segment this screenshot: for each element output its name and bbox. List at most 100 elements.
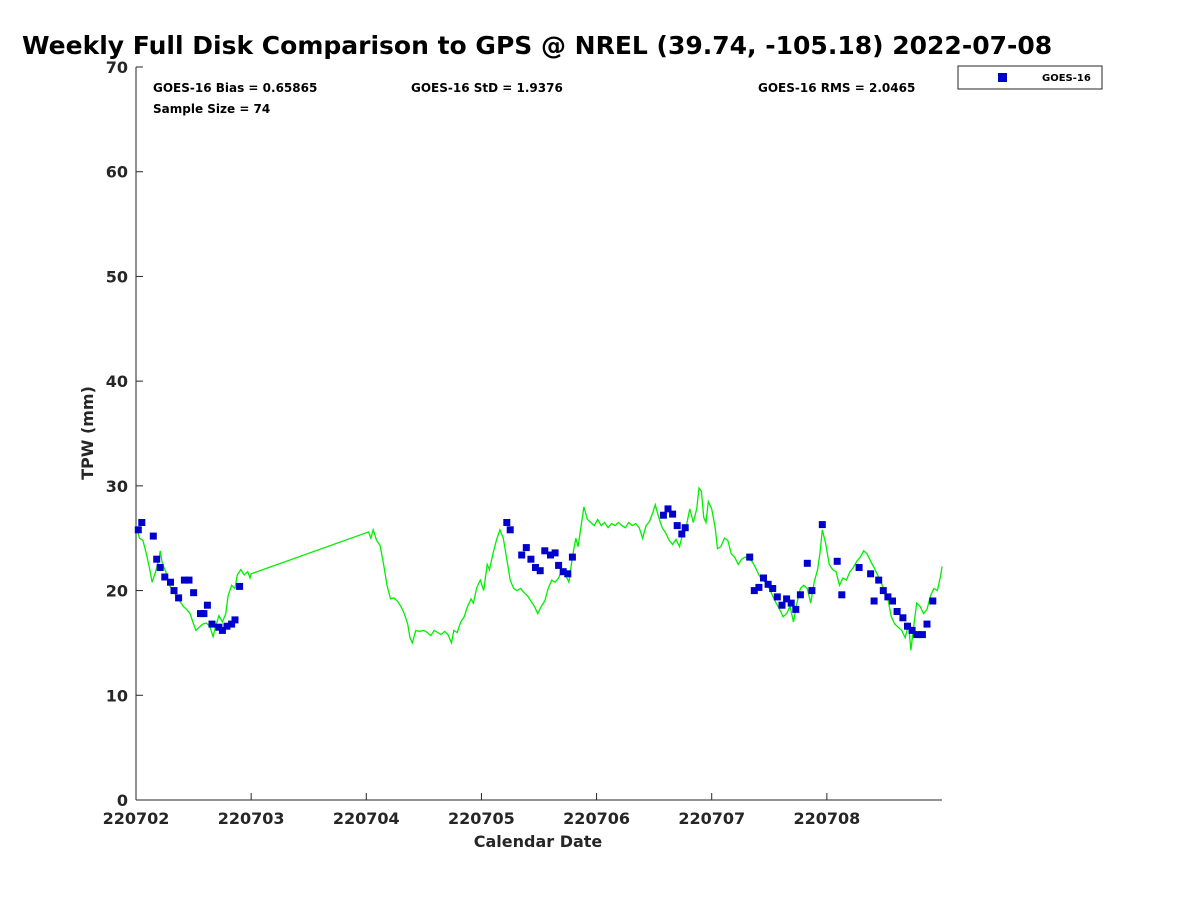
stat-sample-size: Sample Size = 74 — [153, 102, 270, 116]
y-axis-label: TPW (mm) — [78, 386, 97, 480]
goes-point — [555, 561, 563, 569]
goes-point — [190, 589, 198, 597]
goes-point — [223, 622, 231, 630]
goes-point — [156, 564, 164, 571]
y-tick-label: 50 — [106, 267, 128, 286]
goes-point — [522, 544, 530, 552]
goes-point — [899, 614, 907, 622]
goes-point — [231, 616, 239, 624]
y-tick-label: 70 — [106, 58, 128, 77]
goes-point — [659, 511, 667, 519]
x-tick-label: 220704 — [333, 809, 400, 828]
chart-title: Weekly Full Disk Comparison to GPS @ NRE… — [22, 31, 1052, 60]
x-ticks: 220702 220703 220704 220705 220706 220707 2207… — [103, 793, 860, 828]
x-tick-label: 220703 — [218, 809, 285, 828]
goes-point — [564, 570, 572, 578]
goes-point — [918, 631, 926, 639]
goes-series — [134, 505, 937, 639]
y-tick-label: 0 — [117, 791, 128, 810]
goes-point — [559, 568, 567, 576]
goes-point — [913, 631, 921, 639]
goes-point — [783, 595, 791, 603]
x-tick-label: 220708 — [793, 809, 860, 828]
y-tick-label: 10 — [106, 686, 128, 705]
goes-point — [203, 601, 211, 609]
goes-point — [228, 620, 236, 628]
goes-point — [870, 597, 878, 605]
goes-point — [764, 580, 772, 588]
goes-point — [153, 555, 161, 563]
goes-point — [175, 594, 183, 602]
goes-point — [755, 583, 763, 591]
legend-box — [957, 65, 1103, 90]
goes-point — [833, 557, 841, 565]
goes-point — [527, 555, 535, 563]
goes-point — [149, 532, 157, 540]
y-ticks: 0 10 20 30 40 50 60 70 — [106, 58, 143, 810]
goes-point — [518, 551, 526, 559]
goes-point — [750, 587, 758, 595]
goes-point — [138, 519, 146, 526]
goes-point — [134, 526, 142, 534]
y-tick-label: 60 — [106, 163, 128, 182]
goes-point — [889, 597, 896, 605]
goes-point — [503, 519, 511, 526]
goes-point — [664, 505, 672, 513]
goes-point — [808, 587, 816, 595]
goes-point — [200, 610, 208, 618]
goes-point — [884, 593, 892, 601]
goes-point — [796, 591, 804, 599]
goes-point — [904, 622, 911, 630]
goes-point — [170, 587, 178, 595]
y-tick-label: 20 — [106, 582, 128, 601]
goes-point — [929, 597, 937, 605]
goes-point — [875, 576, 883, 584]
x-tick-label: 220705 — [448, 809, 515, 828]
goes-point — [818, 521, 826, 529]
goes-point — [208, 620, 216, 628]
goes-point — [855, 564, 863, 571]
goes-point — [236, 582, 244, 590]
goes-point — [180, 576, 188, 584]
goes-point — [547, 551, 554, 559]
goes-point — [536, 567, 544, 575]
gps-line — [135, 486, 943, 651]
goes-point — [506, 526, 514, 534]
goes-point — [893, 608, 901, 615]
goes-point — [678, 530, 686, 538]
goes-point — [746, 553, 754, 561]
goes-point — [778, 601, 786, 609]
x-axis-label: Calendar Date — [474, 832, 603, 851]
x-tick-label: 220707 — [678, 809, 745, 828]
goes-point — [673, 522, 681, 530]
gps-series — [135, 486, 943, 651]
goes-point — [787, 599, 795, 607]
goes-point — [167, 578, 174, 586]
goes-point — [551, 549, 559, 557]
goes-point — [908, 626, 916, 634]
goes-point — [532, 564, 539, 571]
goes-point — [185, 576, 193, 584]
goes-point — [773, 593, 781, 601]
goes-point — [792, 605, 800, 613]
goes-point — [218, 626, 226, 634]
goes-point — [923, 620, 931, 628]
legend-marker-goes — [998, 73, 1007, 82]
legend-label-goes: GOES-16 — [1042, 73, 1091, 84]
plot-area — [135, 67, 942, 801]
goes-point — [681, 524, 689, 532]
goes-point — [867, 570, 875, 578]
y-tick-label: 30 — [106, 477, 128, 496]
x-tick-label: 220706 — [563, 809, 630, 828]
stat-bias: GOES-16 Bias = 0.65865 — [153, 81, 317, 95]
goes-point — [769, 585, 777, 592]
goes-point — [760, 574, 767, 582]
x-tick-label: 220702 — [103, 809, 170, 828]
y-tick-label: 40 — [106, 372, 128, 391]
goes-point — [541, 547, 549, 555]
stat-rms: GOES-16 RMS = 2.0465 — [758, 81, 915, 95]
goes-point — [803, 559, 811, 567]
stat-std: GOES-16 StD = 1.9376 — [411, 81, 563, 95]
goes-point — [838, 591, 846, 599]
